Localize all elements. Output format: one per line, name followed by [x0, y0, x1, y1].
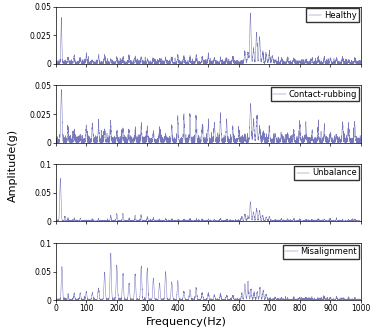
Legend: Misalignment: Misalignment [283, 245, 359, 259]
Text: Amplitude(g): Amplitude(g) [7, 128, 17, 202]
Text: Frequency(Hz): Frequency(Hz) [145, 317, 227, 327]
Legend: Contact-rubbing: Contact-rubbing [271, 87, 359, 101]
Legend: Unbalance: Unbalance [294, 166, 359, 180]
Legend: Healthy: Healthy [307, 8, 359, 22]
